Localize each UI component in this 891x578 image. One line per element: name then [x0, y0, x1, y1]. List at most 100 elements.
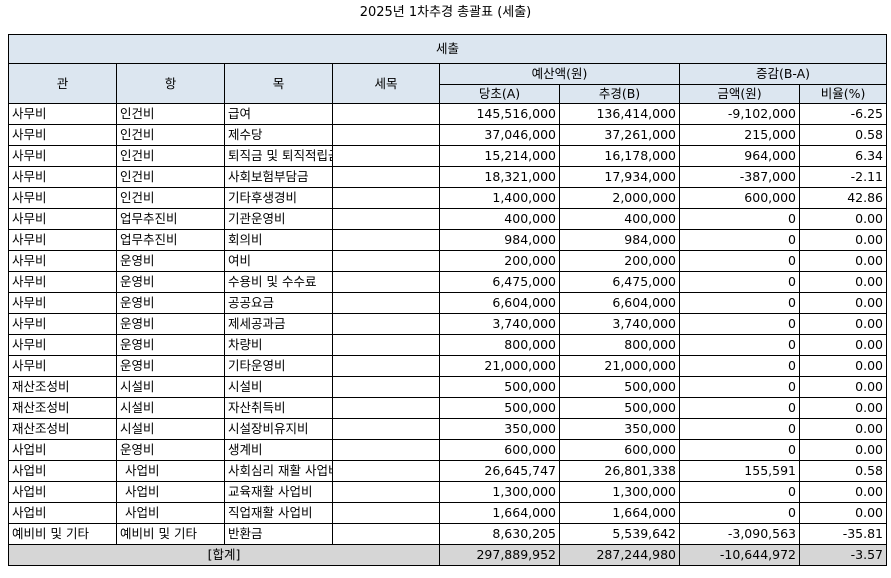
- cell-revised: 21,000,000: [559, 355, 680, 377]
- cell-hang: 인건비: [116, 166, 225, 188]
- cell-semok: [332, 313, 440, 335]
- cell-gwan: 재산조성비: [8, 376, 117, 398]
- cell-hang: 시설비: [116, 397, 225, 419]
- cell-gwan: 사무비: [8, 229, 117, 251]
- cell-semok: [332, 271, 440, 293]
- cell-semok: [332, 103, 440, 125]
- cell-gwan: 사무비: [8, 250, 117, 272]
- cell-semok: [332, 397, 440, 419]
- col-original-header: 당초(A): [439, 84, 560, 104]
- col-revised-header: 추경(B): [559, 84, 680, 104]
- cell-semok: [332, 292, 440, 314]
- cell-mok: 회의비: [224, 229, 333, 251]
- cell-diff-amount: -3,090,563: [679, 523, 800, 545]
- cell-mok: 자산취득비: [224, 397, 333, 419]
- table-row: 재산조성비 시설비 시설비 500,000 500,000 0 0.00: [8, 376, 888, 398]
- cell-hang: 운영비: [116, 292, 225, 314]
- cell-diff-rate: 0.00: [798, 355, 888, 377]
- total-original: 297,889,952: [439, 544, 560, 566]
- table-body: 사무비 인건비 급여 145,516,000 136,414,000 -9,102,000…: [8, 103, 888, 545]
- cell-mok: 기관운영비: [224, 208, 333, 230]
- cell-revised: 16,178,000: [559, 145, 680, 167]
- table-row: 사무비 운영비 제세공과금 3,740,000 3,740,000 0 0.00: [8, 313, 888, 335]
- cell-diff-rate: 0.00: [798, 271, 888, 293]
- table-row: 사무비 업무추진비 기관운영비 400,000 400,000 0 0.00: [8, 208, 888, 230]
- budget-group-header: 예산액(원): [439, 63, 680, 85]
- cell-gwan: 사무비: [8, 145, 117, 167]
- cell-hang: 인건비: [116, 103, 225, 125]
- cell-hang: 운영비: [116, 334, 225, 356]
- cell-revised: 17,934,000: [559, 166, 680, 188]
- table-row: 사무비 운영비 기타운영비 21,000,000 21,000,000 0 0.00: [8, 355, 888, 377]
- table-row: 사업비 사업비 교육재활 사업비 1,300,000 1,300,000 0 0.00: [8, 481, 888, 503]
- table-row: 사무비 운영비 차량비 800,000 800,000 0 0.00: [8, 334, 888, 356]
- cell-revised: 350,000: [559, 418, 680, 440]
- diff-group-header: 증감(B-A): [678, 63, 888, 85]
- cell-original: 37,046,000: [439, 124, 560, 146]
- cell-gwan: 사업비: [8, 439, 117, 461]
- cell-hang: 업무추진비: [116, 229, 225, 251]
- total-diff-rate: -3.57: [798, 544, 888, 566]
- cell-original: 1,300,000: [439, 481, 560, 503]
- cell-semok: [332, 124, 440, 146]
- cell-hang: 예비비 및 기타: [116, 523, 225, 545]
- cell-semok: [332, 418, 440, 440]
- cell-mok: 시설장비유지비: [224, 418, 333, 440]
- cell-revised: 400,000: [559, 208, 680, 230]
- cell-diff-rate: 0.00: [798, 376, 888, 398]
- cell-original: 800,000: [439, 334, 560, 356]
- table-row: 사무비 인건비 급여 145,516,000 136,414,000 -9,102,000…: [8, 103, 888, 125]
- col-gwan-header: 관: [8, 63, 117, 104]
- cell-mok: 여비: [224, 250, 333, 272]
- cell-gwan: 사업비: [8, 460, 117, 482]
- cell-original: 8,630,205: [439, 523, 560, 545]
- budget-summary-table: 세출 관 항 목 세목 예산액(원) 증감(B-A) 당초(A) 추경(B) 금…: [7, 34, 888, 566]
- cell-revised: 1,300,000: [559, 481, 680, 503]
- cell-revised: 5,539,642: [559, 523, 680, 545]
- page-title: 2025년 1차추경 총괄표 (세출): [359, 5, 532, 20]
- cell-gwan: 사무비: [8, 334, 117, 356]
- cell-original: 21,000,000: [439, 355, 560, 377]
- col-diff-amount-header: 금액(원): [679, 84, 800, 104]
- cell-diff-rate: 0.00: [798, 292, 888, 314]
- cell-diff-amount: -9,102,000: [679, 103, 800, 125]
- cell-diff-amount: 0: [679, 439, 800, 461]
- cell-original: 3,740,000: [439, 313, 560, 335]
- cell-diff-amount: 0: [679, 271, 800, 293]
- cell-semok: [332, 523, 440, 545]
- cell-diff-rate: 0.00: [798, 313, 888, 335]
- cell-diff-amount: 0: [679, 250, 800, 272]
- cell-semok: [332, 439, 440, 461]
- cell-revised: 200,000: [559, 250, 680, 272]
- col-diff-rate-header: 비율(%): [798, 84, 888, 104]
- cell-hang: 운영비: [116, 355, 225, 377]
- cell-mok: 수용비 및 수수료: [224, 271, 333, 293]
- cell-diff-amount: 0: [679, 313, 800, 335]
- cell-semok: [332, 502, 440, 524]
- cell-gwan: 사무비: [8, 103, 117, 125]
- cell-mok: 사회심리 재활 사업비: [224, 460, 333, 482]
- cell-gwan: 사무비: [8, 208, 117, 230]
- cell-diff-amount: -387,000: [679, 166, 800, 188]
- col-mok-header: 목: [224, 63, 333, 104]
- cell-original: 15,214,000: [439, 145, 560, 167]
- table-row: 사무비 운영비 공공요금 6,604,000 6,604,000 0 0.00: [8, 292, 888, 314]
- cell-original: 1,664,000: [439, 502, 560, 524]
- cell-revised: 800,000: [559, 334, 680, 356]
- cell-hang: 인건비: [116, 145, 225, 167]
- cell-diff-amount: 0: [679, 376, 800, 398]
- cell-diff-rate: 0.00: [798, 250, 888, 272]
- cell-hang: 운영비: [116, 313, 225, 335]
- cell-diff-amount: 0: [679, 355, 800, 377]
- cell-diff-amount: 155,591: [679, 460, 800, 482]
- cell-mok: 기타후생경비: [224, 187, 333, 209]
- cell-revised: 1,664,000: [559, 502, 680, 524]
- total-diff-amount: -10,644,972: [679, 544, 800, 566]
- table-row: 예비비 및 기타 예비비 및 기타 반환금 8,630,205 5,539,642 -3,…: [8, 523, 888, 545]
- cell-mok: 차량비: [224, 334, 333, 356]
- cell-hang: 사업비: [116, 481, 225, 503]
- cell-semok: [332, 166, 440, 188]
- cell-hang: 시설비: [116, 376, 225, 398]
- cell-original: 500,000: [439, 397, 560, 419]
- cell-gwan: 사무비: [8, 187, 117, 209]
